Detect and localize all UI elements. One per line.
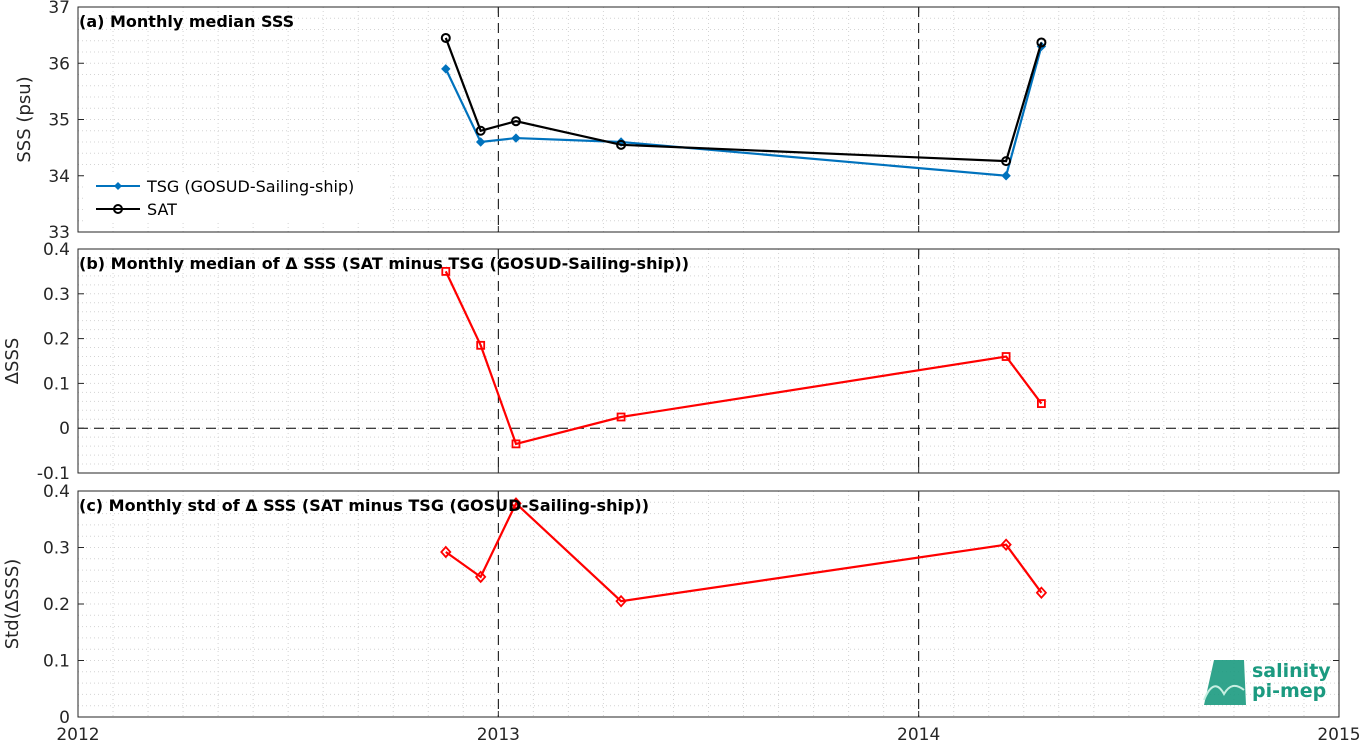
series-line xyxy=(444,37,1043,163)
data-point-diamond-open xyxy=(440,545,452,559)
x-tick-label: 2015 xyxy=(1317,725,1360,745)
data-point-circle xyxy=(475,125,486,136)
legend-box xyxy=(84,172,390,222)
panel-c-std-delta-sss: 0 0.1 0.2 0.3 0.4 2012 2013 2014 2015 Std(ΔSSS) (c… xyxy=(2,482,1361,745)
data-point-square xyxy=(511,439,521,449)
salinity-pi-mep-logo: salinity pi-mep xyxy=(1203,660,1331,705)
panel-a-sss: 33 34 35 36 37 SSS (psu) (a) Monthly median SS… xyxy=(14,0,1340,243)
logo-wave-mark xyxy=(1204,660,1246,705)
y-tick-label: 0.4 xyxy=(43,240,70,260)
data-point-diamond xyxy=(441,64,451,74)
y-tick-label: 37 xyxy=(48,0,70,18)
data-point-circle xyxy=(510,116,521,127)
y-tick-label: 0.4 xyxy=(43,482,70,502)
axes-box xyxy=(77,248,1340,474)
series-line xyxy=(444,270,1043,446)
data-point-diamond xyxy=(475,137,486,147)
y-tick-label: 0.2 xyxy=(43,595,70,615)
data-point-square xyxy=(616,412,626,422)
series-line xyxy=(445,501,1043,603)
y-axis-label: ΔSSS xyxy=(2,338,23,385)
y-tick-label: 0.3 xyxy=(43,285,70,305)
data-point-diamond-open xyxy=(510,497,522,510)
y-tick-label: 35 xyxy=(48,111,70,131)
x-tick-label: 2012 xyxy=(56,725,99,745)
y-tick-label: 0.1 xyxy=(43,652,70,672)
data-point-circle xyxy=(616,139,627,150)
x-tick-label: 2014 xyxy=(897,725,940,745)
data-point-circle xyxy=(1001,156,1012,167)
data-point-diamond-open xyxy=(474,570,487,584)
legend-marker-tsg xyxy=(114,182,122,190)
data-point-square xyxy=(476,340,486,350)
legend-label-tsg: TSG (GOSUD-Sailing-ship) xyxy=(146,177,354,196)
y-tick-label: 0 xyxy=(59,419,70,439)
x-tick-label: 2013 xyxy=(477,725,520,745)
legend-label-sat: SAT xyxy=(147,200,177,219)
data-point-diamond-open xyxy=(615,594,627,608)
data-point-square xyxy=(441,266,451,276)
panel-b-delta-sss: -0.1 0 0.1 0.2 0.3 0.4 ΔSSS (b) Monthly median … xyxy=(2,240,1340,484)
panel-title: (c) Monthly std of Δ SSS (SAT minus TSG … xyxy=(79,496,649,515)
data-point-square xyxy=(1037,399,1046,408)
data-point-square xyxy=(1001,352,1011,361)
y-tick-label: 36 xyxy=(48,54,70,74)
y-tick-label: -0.1 xyxy=(37,464,70,484)
y-tick-label: 33 xyxy=(48,223,70,243)
legend: TSG (GOSUD-Sailing-ship) SAT xyxy=(84,172,390,222)
panel-title: (a) Monthly median SSS xyxy=(79,12,294,31)
data-point-diamond xyxy=(511,133,521,143)
y-tick-label: 0.2 xyxy=(43,330,70,350)
y-tick-label: 0.3 xyxy=(43,539,70,559)
data-point-diamond xyxy=(1001,171,1011,181)
y-tick-label: 0.1 xyxy=(43,374,70,394)
data-point-circle xyxy=(1036,37,1047,48)
y-axis-label: SSS (psu) xyxy=(14,76,35,162)
logo-wave-crest xyxy=(1203,684,1245,701)
data-point-diamond-open xyxy=(1035,586,1048,600)
panel-title: (b) Monthly median of Δ SSS (SAT minus T… xyxy=(79,254,689,273)
series-line xyxy=(444,46,1043,177)
data-point-circle xyxy=(440,32,451,43)
data-point-diamond-open xyxy=(1000,538,1012,552)
y-tick-label: 0 xyxy=(59,708,70,728)
logo-text-salinity: salinity xyxy=(1252,660,1331,682)
y-tick-label: 34 xyxy=(48,167,70,187)
logo-text-pi-mep: pi-mep xyxy=(1252,680,1326,702)
legend-marker-sat xyxy=(113,204,123,214)
y-axis-label: Std(ΔSSS) xyxy=(2,559,23,650)
